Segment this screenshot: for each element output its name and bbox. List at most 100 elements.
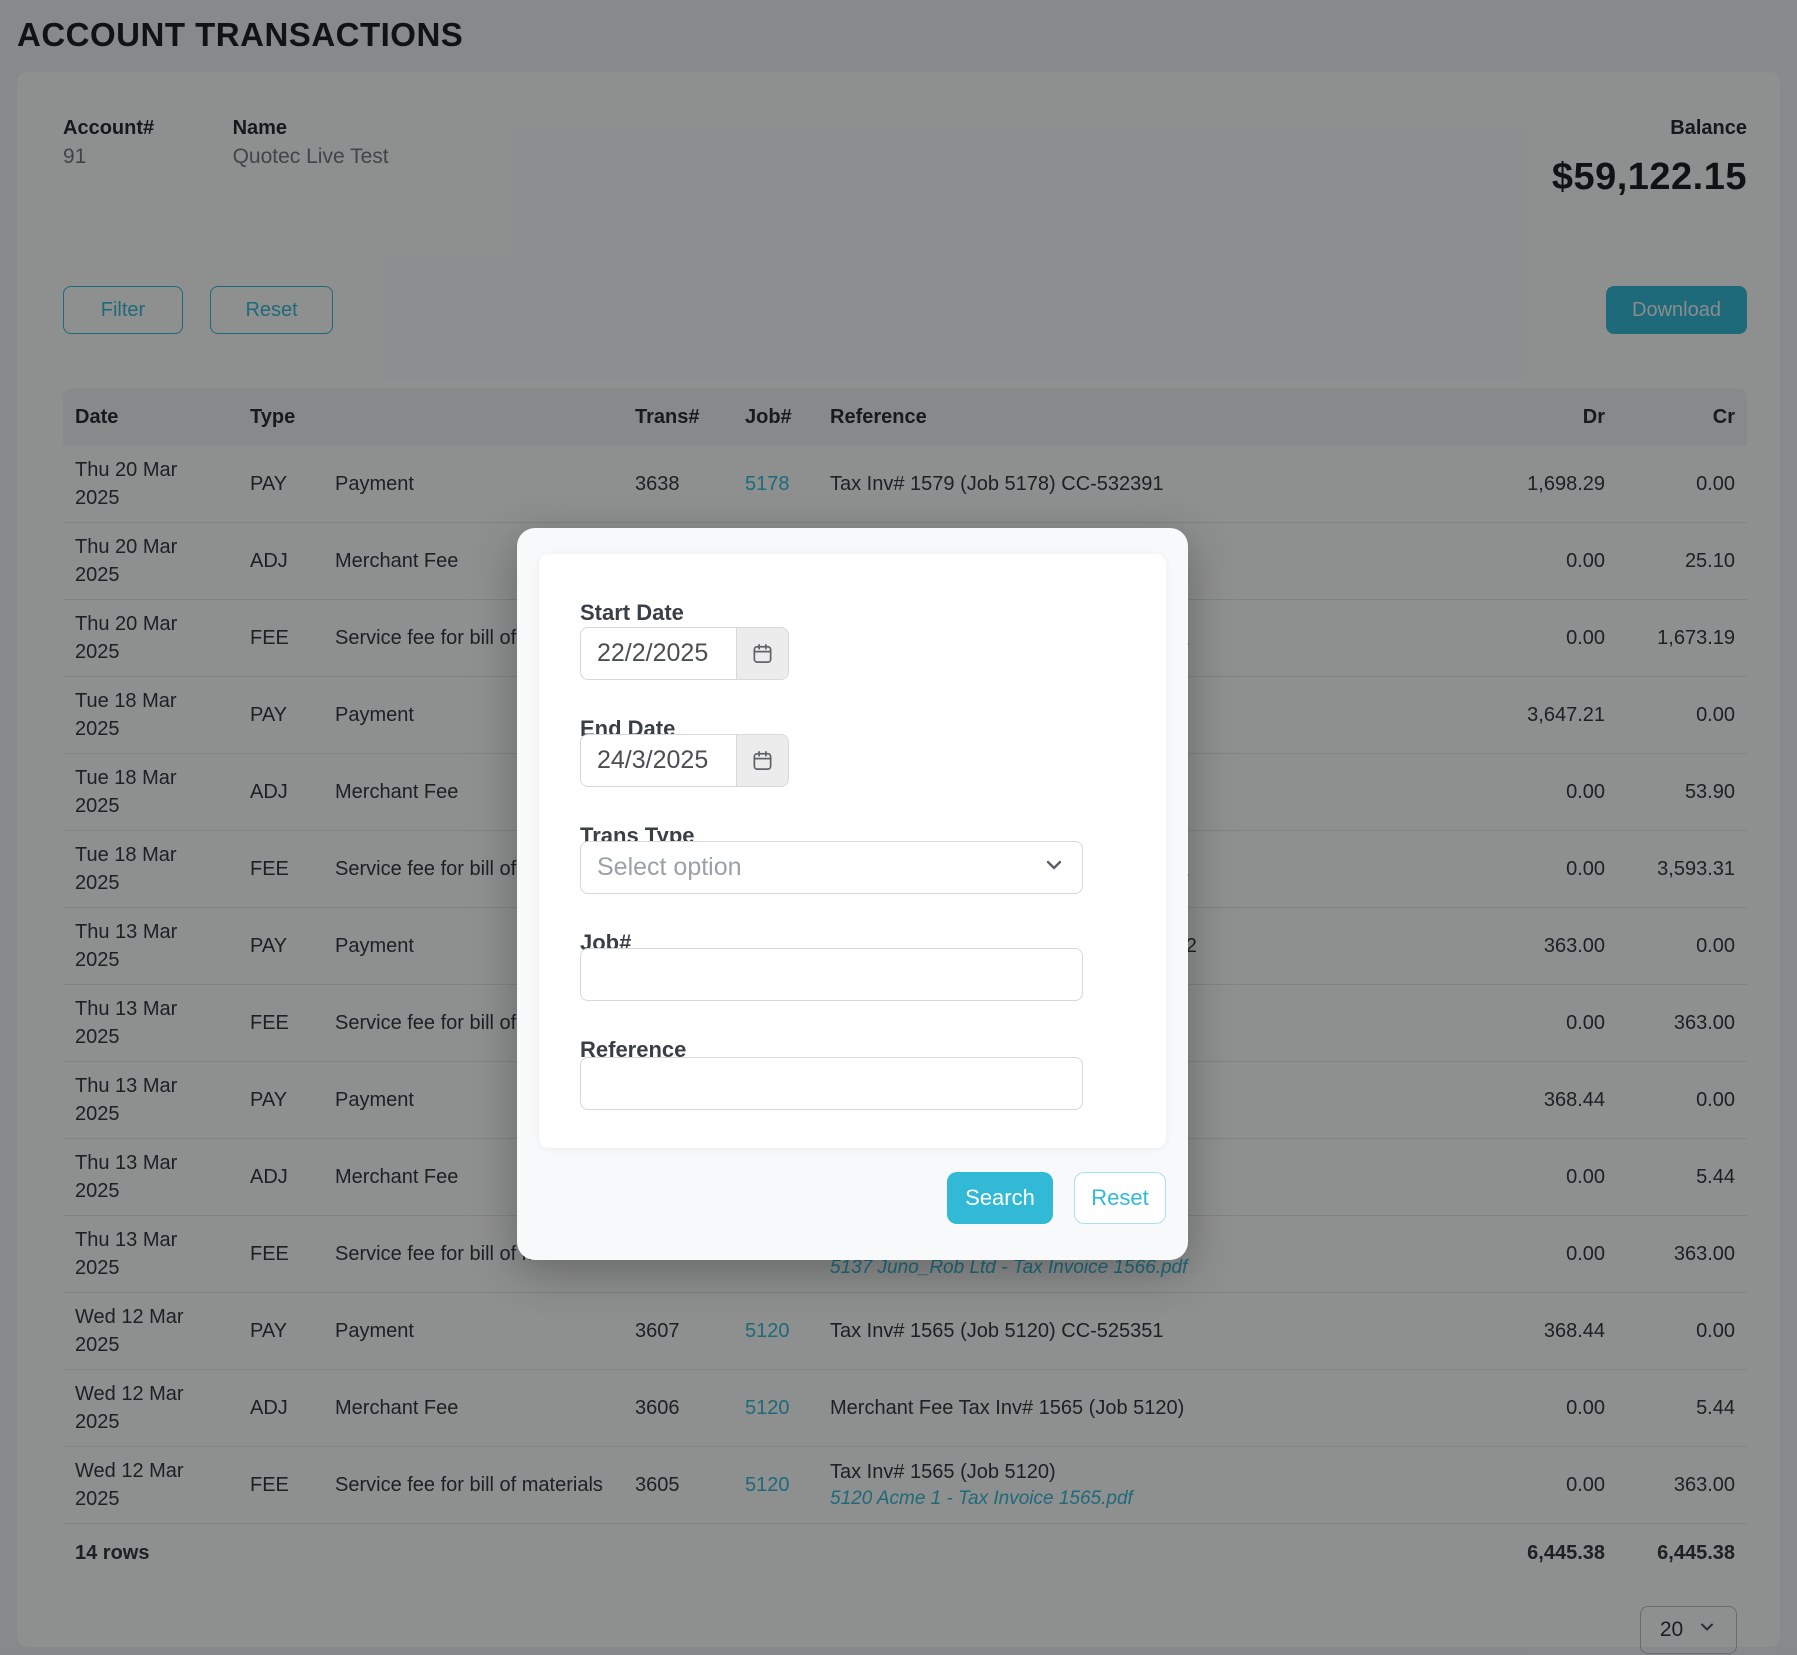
- reference-input[interactable]: [580, 1057, 1083, 1110]
- account-name-value: Quotec Live Test: [232, 145, 389, 168]
- cell-reference: Merchant Fee Tax Inv# 1565 (Job 5120): [818, 1384, 1447, 1432]
- cell-cr: 0.00: [1696, 473, 1735, 495]
- page-size-select[interactable]: 20: [1640, 1606, 1737, 1654]
- cell-type-code: PAY: [250, 1089, 288, 1111]
- trans-type-value[interactable]: [597, 853, 977, 882]
- reference-text: Tax Inv# 1565 (Job 5120): [830, 1461, 1056, 1483]
- col-header-job: Job#: [745, 406, 792, 428]
- cell-date: Thu 13 Mar 2025: [75, 1152, 178, 1202]
- download-button[interactable]: Download: [1606, 286, 1747, 334]
- cell-type-code: FEE: [250, 1012, 289, 1034]
- cell-type-code: PAY: [250, 1320, 288, 1342]
- calendar-icon[interactable]: [736, 628, 788, 679]
- start-date-label: Start Date: [580, 600, 684, 625]
- cell-cr: 1,673.19: [1657, 627, 1735, 649]
- cell-cr: 5.44: [1696, 1397, 1735, 1419]
- job-link[interactable]: 5178: [745, 473, 790, 495]
- account-number-block: Account# 91: [63, 116, 154, 172]
- cell-cr: 0.00: [1696, 704, 1735, 726]
- cell-cr: 25.10: [1684, 550, 1735, 572]
- chevron-down-icon: [1042, 853, 1066, 882]
- balance-value: $59,122.15: [1551, 156, 1747, 198]
- cell-type-code: ADJ: [250, 1166, 288, 1188]
- cell-date: Wed 12 Mar 2025: [75, 1460, 184, 1510]
- cell-dr: 0.00: [1566, 858, 1605, 880]
- cell-dr: 368.44: [1543, 1320, 1605, 1342]
- cell-type-desc: Payment: [335, 704, 414, 726]
- job-link[interactable]: 5120: [745, 1397, 790, 1419]
- cell-cr: 3,593.31: [1657, 858, 1735, 880]
- col-header-date: Date: [75, 406, 119, 428]
- cell-cr: 363.00: [1673, 1012, 1735, 1034]
- cell-dr: 0.00: [1566, 1243, 1605, 1265]
- cell-trans-number: 3605: [635, 1474, 680, 1496]
- cell-date: Thu 20 Mar 2025: [75, 536, 178, 586]
- trans-type-select[interactable]: [580, 841, 1083, 894]
- cell-cr: 363.00: [1673, 1243, 1735, 1265]
- modal-reset-button[interactable]: Reset: [1074, 1172, 1166, 1224]
- start-date-input[interactable]: [581, 628, 736, 679]
- end-date-group: [580, 734, 789, 787]
- cell-dr: 0.00: [1566, 1166, 1605, 1188]
- cell-reference: Tax Inv# 1579 (Job 5178) CC-532391: [818, 460, 1447, 508]
- cell-date: Thu 13 Mar 2025: [75, 921, 178, 971]
- cell-trans-number: 3607: [635, 1320, 680, 1342]
- cell-cr: 0.00: [1696, 935, 1735, 957]
- search-button[interactable]: Search: [947, 1172, 1053, 1224]
- cell-type-code: PAY: [250, 473, 288, 495]
- job-number-input[interactable]: [580, 948, 1083, 1001]
- cell-type-code: PAY: [250, 935, 288, 957]
- cell-type-code: ADJ: [250, 781, 288, 803]
- cell-type-code: ADJ: [250, 550, 288, 572]
- cell-type-desc: Payment: [335, 1089, 414, 1111]
- cell-trans-number: 3638: [635, 473, 680, 495]
- cr-total: 6,445.38: [1657, 1542, 1735, 1564]
- cell-type-code: ADJ: [250, 1397, 288, 1419]
- col-header-cr: Cr: [1712, 406, 1735, 428]
- cell-type-desc: Merchant Fee: [335, 550, 459, 572]
- cell-type-desc: Merchant Fee: [335, 781, 459, 803]
- balance-label: Balance: [1670, 117, 1747, 139]
- dr-total: 6,445.38: [1527, 1542, 1605, 1564]
- account-name-block: Name Quotec Live Test: [233, 116, 389, 172]
- table-row: Wed 12 Mar 2025 ADJ Merchant Fee 3606 51…: [63, 1370, 1747, 1447]
- cell-cr: 5.44: [1696, 1166, 1735, 1188]
- cell-date: Thu 13 Mar 2025: [75, 1229, 178, 1279]
- cell-reference: Tax Inv# 1565 (Job 5120) 5120 Acme 1 - T…: [818, 1448, 1447, 1522]
- cell-type-desc: Payment: [335, 935, 414, 957]
- col-header-trans: Trans#: [635, 406, 700, 428]
- toolbar: Filter Reset Download: [63, 286, 1747, 334]
- cell-type-desc: Payment: [335, 1320, 414, 1342]
- row-count: 14 rows: [75, 1542, 150, 1564]
- reference-text: Merchant Fee Tax Inv# 1565 (Job 5120): [830, 1397, 1185, 1419]
- account-summary: Account# 91 Name Quotec Live Test Balanc…: [63, 116, 1747, 242]
- job-link[interactable]: 5120: [745, 1320, 790, 1342]
- end-date-input[interactable]: [581, 735, 736, 786]
- cell-dr: 0.00: [1566, 1397, 1605, 1419]
- cell-date: Tue 18 Mar 2025: [75, 844, 177, 894]
- cell-dr: 0.00: [1566, 1474, 1605, 1496]
- reset-button[interactable]: Reset: [210, 286, 333, 334]
- start-date-group: [580, 627, 789, 680]
- job-link[interactable]: 5120: [745, 1474, 790, 1496]
- cell-dr: 1,698.29: [1527, 473, 1605, 495]
- calendar-icon[interactable]: [736, 735, 788, 786]
- cell-type-desc: Payment: [335, 473, 414, 495]
- cell-type-code: FEE: [250, 1243, 289, 1265]
- cell-trans-number: 3606: [635, 1397, 680, 1419]
- invoice-pdf-link[interactable]: 5120 Acme 1 - Tax Invoice 1565.pdf: [830, 1488, 1133, 1509]
- cell-dr: 0.00: [1566, 1012, 1605, 1034]
- table-row: Wed 12 Mar 2025 FEE Service fee for bill…: [63, 1447, 1747, 1524]
- cell-date: Thu 13 Mar 2025: [75, 998, 178, 1048]
- cell-dr: 0.00: [1566, 781, 1605, 803]
- cell-date: Thu 20 Mar 2025: [75, 459, 178, 509]
- filter-button[interactable]: Filter: [63, 286, 183, 334]
- cell-type-desc: Service fee for bill of materials: [335, 1474, 603, 1496]
- balance-block: Balance $59,122.15: [1552, 116, 1747, 199]
- cell-type-code: FEE: [250, 858, 289, 880]
- cell-date: Thu 20 Mar 2025: [75, 613, 178, 663]
- cell-cr: 0.00: [1696, 1320, 1735, 1342]
- cell-type-code: PAY: [250, 704, 288, 726]
- invoice-pdf-link[interactable]: 5137 Juno_Rob Ltd - Tax Invoice 1566.pdf: [830, 1257, 1188, 1278]
- col-header-reference: Reference: [830, 406, 927, 428]
